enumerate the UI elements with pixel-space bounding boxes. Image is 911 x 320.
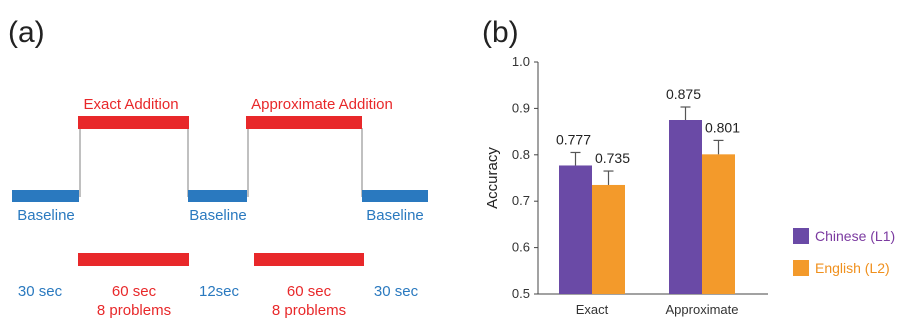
block-duration-exact: 60 sec [112, 283, 157, 300]
y-axis-label: Accuracy [484, 147, 501, 209]
legend-swatch [793, 228, 809, 244]
bar [559, 165, 592, 294]
baseline-duration-3: 30 sec [374, 283, 419, 300]
baseline-bar-3 [362, 190, 428, 202]
y-tick-label: 0.5 [512, 286, 530, 301]
panel-b-label: (b) [482, 16, 519, 49]
x-tick-label: Exact [576, 302, 609, 317]
block-label-exact: Exact Addition [83, 96, 178, 113]
legend-label: English (L2) [815, 260, 890, 276]
baseline-duration-1: 30 sec [18, 283, 63, 300]
task-bar-approximate [246, 116, 362, 129]
task-bar-exact [78, 116, 189, 129]
bar [702, 154, 735, 294]
block-duration-approximate: 60 sec [287, 283, 332, 300]
baseline-label-2: Baseline [189, 207, 247, 224]
baseline-duration-2: 12sec [199, 283, 240, 300]
block-problems-approximate: 8 problems [272, 302, 346, 319]
data-label: 0.875 [666, 86, 701, 102]
panel-a-label: (a) [8, 16, 45, 49]
data-label: 0.777 [556, 131, 591, 147]
block-label-approximate: Approximate Addition [251, 96, 393, 113]
legend-swatch [793, 260, 809, 276]
x-tick-label: Approximate [666, 302, 739, 317]
bar-chart: 0.5 0.6 0.7 0.8 0.9 1.0 Accuracy Exact 0.7770.73… [484, 54, 895, 317]
timing-bar-approximate [254, 253, 364, 266]
timeline-connectors [79, 128, 363, 197]
y-tick-label: 0.9 [512, 100, 530, 115]
block-problems-exact: 8 problems [97, 302, 171, 319]
baseline-bar-2 [188, 190, 247, 202]
baseline-bar-1 [12, 190, 79, 202]
y-tick-label: 0.7 [512, 193, 530, 208]
data-label: 0.801 [705, 119, 740, 135]
y-tick-label: 0.8 [512, 147, 530, 162]
timing-bar-exact [78, 253, 189, 266]
legend-label: Chinese (L1) [815, 228, 895, 244]
bar [669, 120, 702, 294]
baseline-label-1: Baseline [17, 207, 75, 224]
y-tick-label: 0.6 [512, 240, 530, 255]
panel-a: (a) Exact Addition Approximate Addition … [8, 16, 428, 319]
data-label: 0.735 [595, 150, 630, 166]
panel-b: (b) 0.5 0.6 0.7 0.8 0.9 1.0 Accuracy Exact 0.777… [482, 16, 895, 317]
y-tick-label: 1.0 [512, 54, 530, 69]
bar [592, 184, 625, 294]
baseline-label-3: Baseline [366, 207, 424, 224]
